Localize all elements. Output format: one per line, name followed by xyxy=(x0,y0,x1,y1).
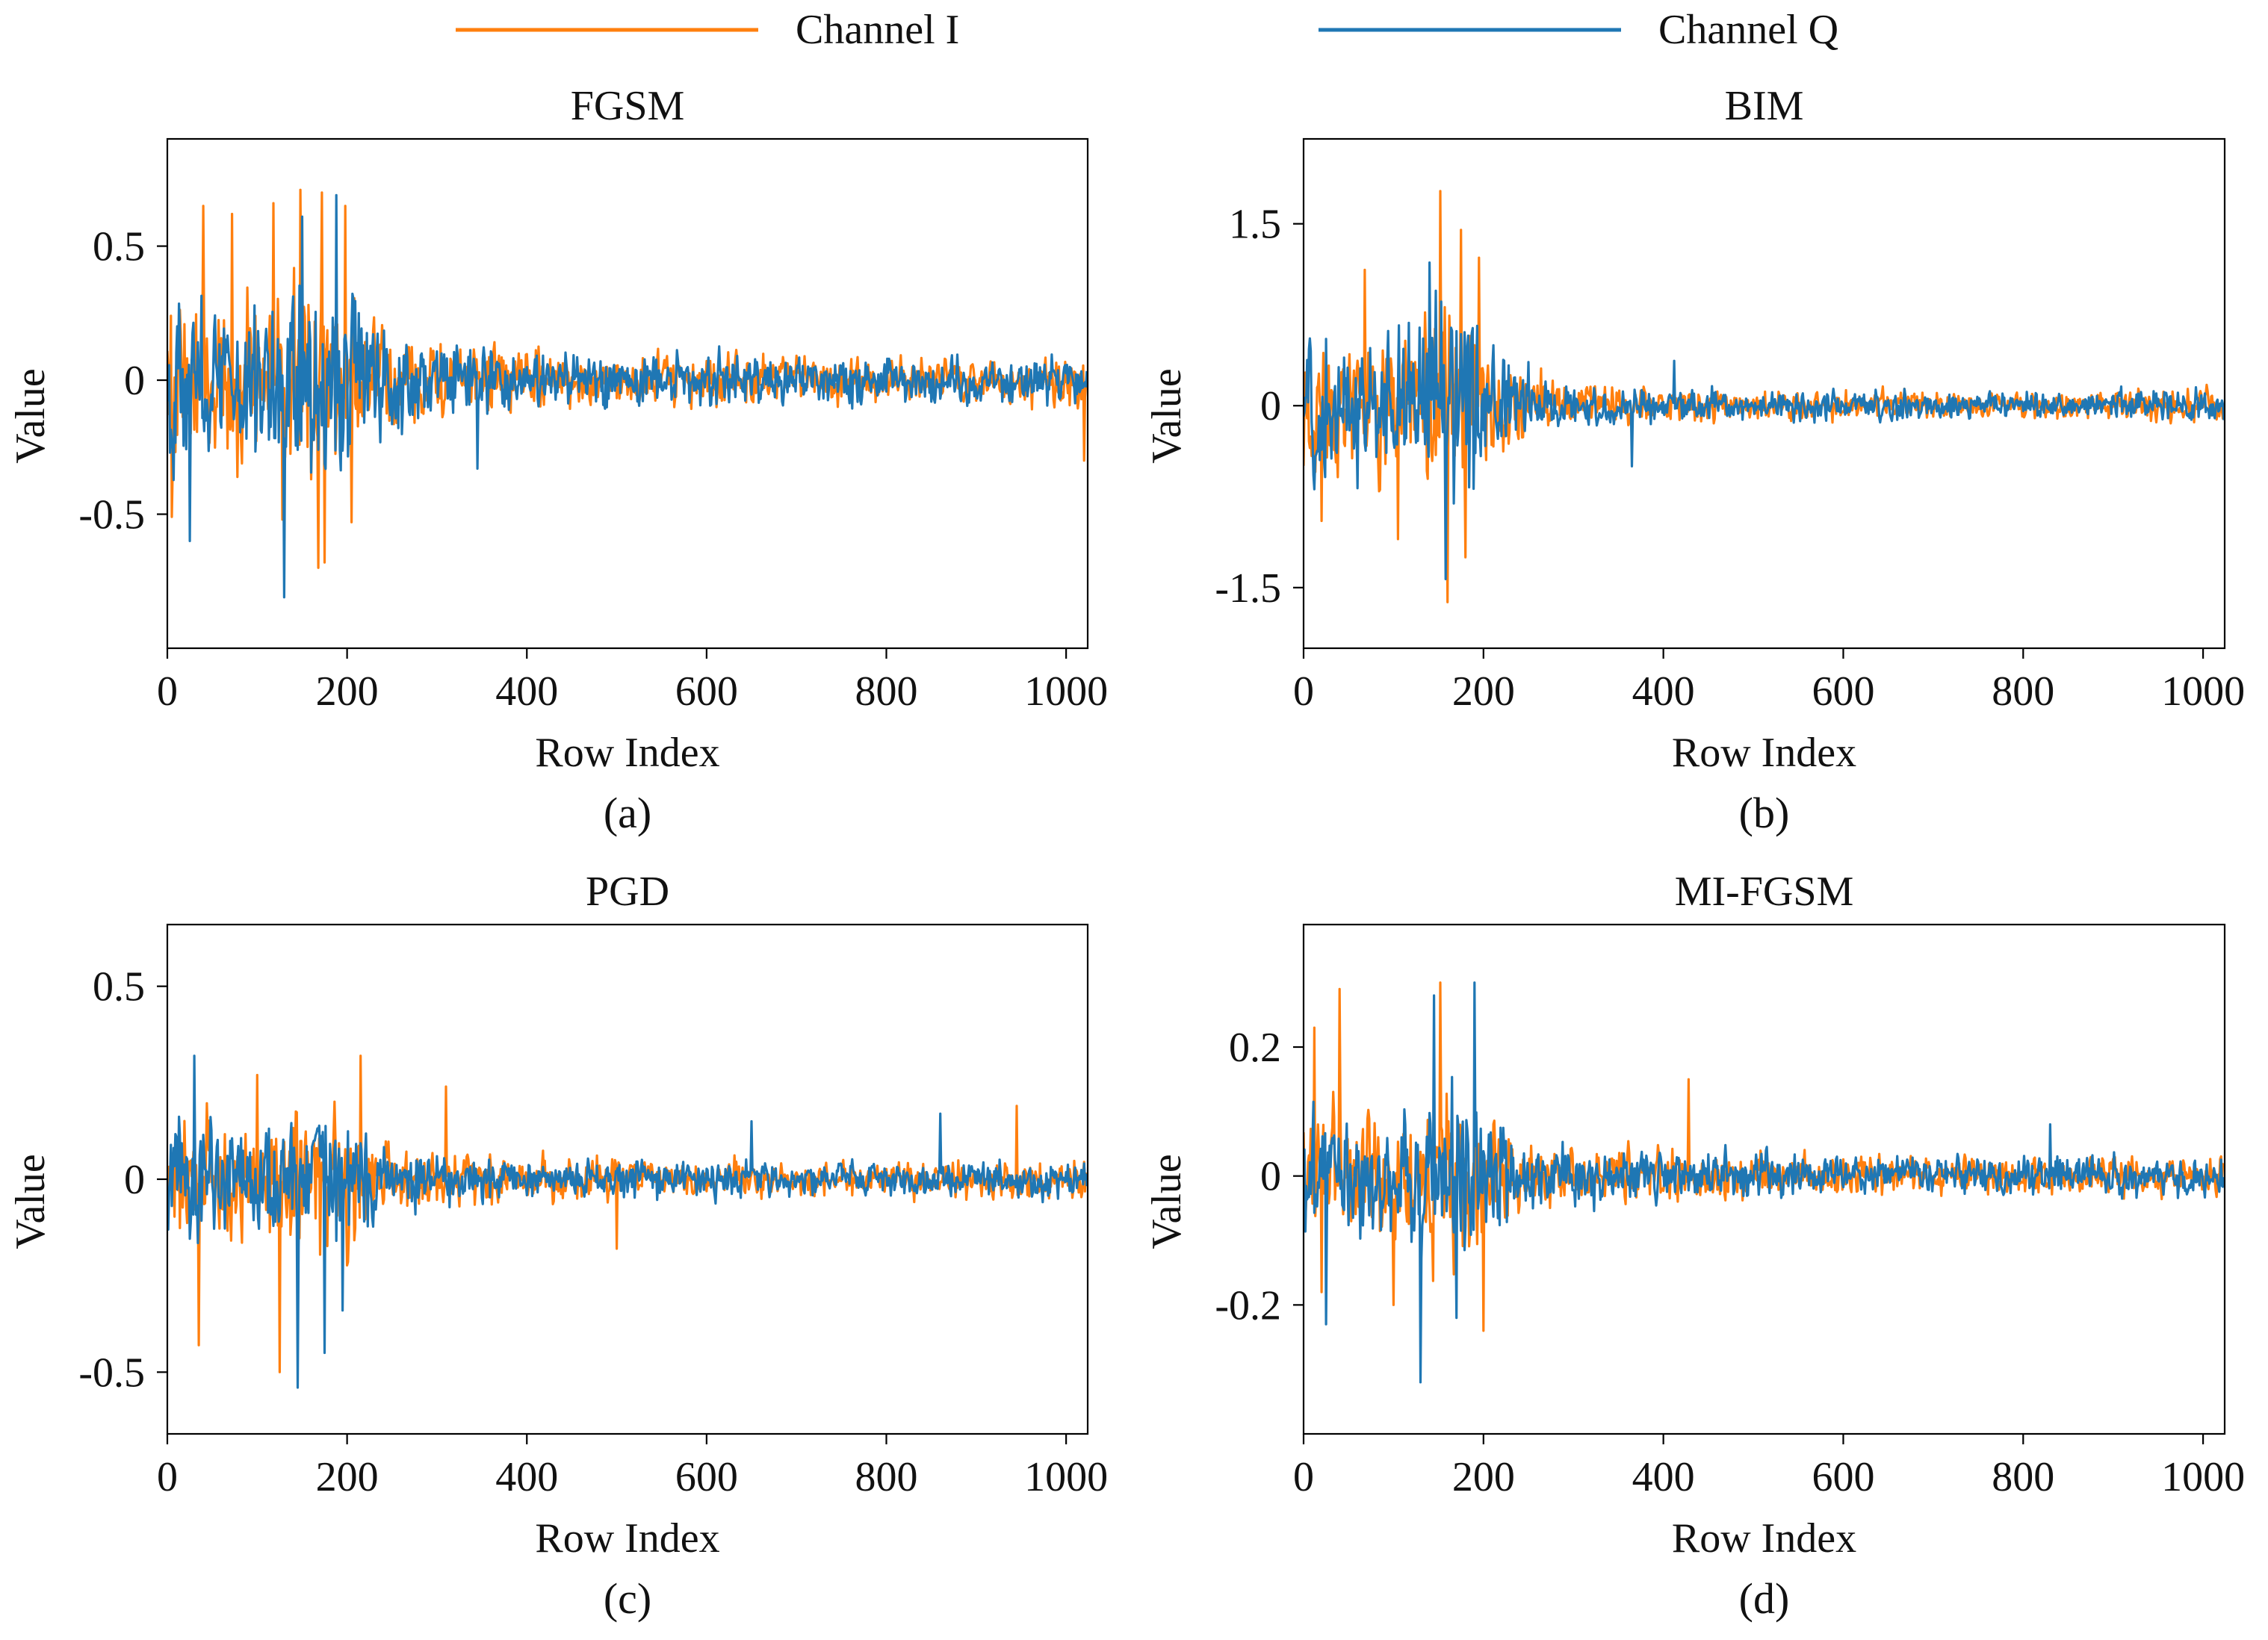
x-tick-label: 400 xyxy=(495,668,558,715)
subplot-caption: (c) xyxy=(604,1574,651,1623)
legend: Channel I Channel Q xyxy=(456,7,1838,53)
y-axis-label: Value xyxy=(1144,1154,1190,1249)
subplot-title: BIM xyxy=(1725,83,1804,129)
series-line-channel-q xyxy=(1304,261,2225,580)
x-tick-label: 400 xyxy=(1632,1454,1695,1500)
y-tick-label: -1.5 xyxy=(1215,565,1281,612)
x-axis-label: Row Index xyxy=(1672,1515,1856,1562)
y-axis-label: Value xyxy=(7,1154,54,1249)
x-tick-label: 0 xyxy=(157,1454,178,1500)
series-line-channel-q xyxy=(167,193,1088,599)
y-tick-label: 0 xyxy=(1260,383,1281,429)
y-tick-label: 0.2 xyxy=(1229,1025,1281,1071)
series-line-channel-q xyxy=(167,1054,1088,1389)
y-axis-label: Value xyxy=(7,368,54,464)
y-tick-label: -0.5 xyxy=(78,492,145,538)
x-tick-label: 400 xyxy=(495,1454,558,1500)
subplot-title: FGSM xyxy=(571,83,685,129)
subplot-mi-fgsm: 0 200 400 600 800 1000 -0.2 0 0.2 MI-FGSM Row Inde… xyxy=(1144,869,2245,1623)
x-tick-label: 600 xyxy=(675,668,738,715)
x-tick-label: 200 xyxy=(1452,1454,1515,1500)
x-tick-label: 200 xyxy=(316,668,379,715)
x-tick-label: 0 xyxy=(1293,668,1314,715)
subplot-caption: (d) xyxy=(1739,1574,1790,1623)
x-tick-label: 600 xyxy=(675,1454,738,1500)
x-tick-label: 200 xyxy=(316,1454,379,1500)
x-axis-label: Row Index xyxy=(535,1515,719,1562)
x-tick-label: 1000 xyxy=(1024,1454,1108,1500)
x-tick-label: 600 xyxy=(1812,1454,1874,1500)
y-tick-label: 0.5 xyxy=(93,224,145,270)
subplot-bim: 0 200 400 600 800 1000 -1.5 0 1.5 BIM Row Index (b)… xyxy=(1144,83,2245,837)
y-tick-label: 0 xyxy=(124,358,145,404)
x-axis-label: Row Index xyxy=(1672,730,1856,776)
x-axis-label: Row Index xyxy=(535,730,719,776)
x-tick-label: 400 xyxy=(1632,668,1695,715)
subplot-title: MI-FGSM xyxy=(1675,869,1854,915)
y-tick-label: 1.5 xyxy=(1229,202,1281,248)
subplot-fgsm: 0 200 400 600 800 1000 -0.5 0 0.5 FGSM Row Index (a… xyxy=(7,83,1108,837)
x-tick-label: 1000 xyxy=(2161,1454,2245,1500)
subplot-caption: (b) xyxy=(1739,789,1790,837)
subplot-caption: (a) xyxy=(604,789,651,837)
x-tick-label: 1000 xyxy=(2161,668,2245,715)
plot-frame xyxy=(166,137,1089,650)
series-line-channel-q xyxy=(1304,981,2225,1384)
y-tick-label: -0.2 xyxy=(1215,1282,1281,1329)
x-tick-label: 800 xyxy=(1992,668,2054,715)
x-tick-label: 200 xyxy=(1452,668,1515,715)
subplot-title: PGD xyxy=(586,869,669,915)
plot-frame xyxy=(1302,137,2226,650)
y-tick-label: 0.5 xyxy=(93,964,145,1010)
y-tick-label: 0 xyxy=(124,1157,145,1203)
x-tick-label: 0 xyxy=(1293,1454,1314,1500)
y-tick-label: -0.5 xyxy=(78,1349,145,1396)
y-tick-label: 0 xyxy=(1260,1154,1281,1200)
x-tick-label: 800 xyxy=(1992,1454,2054,1500)
y-axis-label: Value xyxy=(1144,368,1190,464)
x-tick-label: 0 xyxy=(157,668,178,715)
subplot-pgd: 0 200 400 600 800 1000 -0.5 0 0.5 PGD Row Index (c)… xyxy=(7,869,1108,1623)
plot-frame xyxy=(1302,923,2226,1435)
x-tick-label: 800 xyxy=(855,1454,918,1500)
legend-label-channel-i: Channel I xyxy=(796,7,959,53)
x-tick-label: 800 xyxy=(855,668,918,715)
legend-label-channel-q: Channel Q xyxy=(1658,7,1838,53)
x-tick-label: 600 xyxy=(1812,668,1874,715)
x-tick-label: 1000 xyxy=(1024,668,1108,715)
